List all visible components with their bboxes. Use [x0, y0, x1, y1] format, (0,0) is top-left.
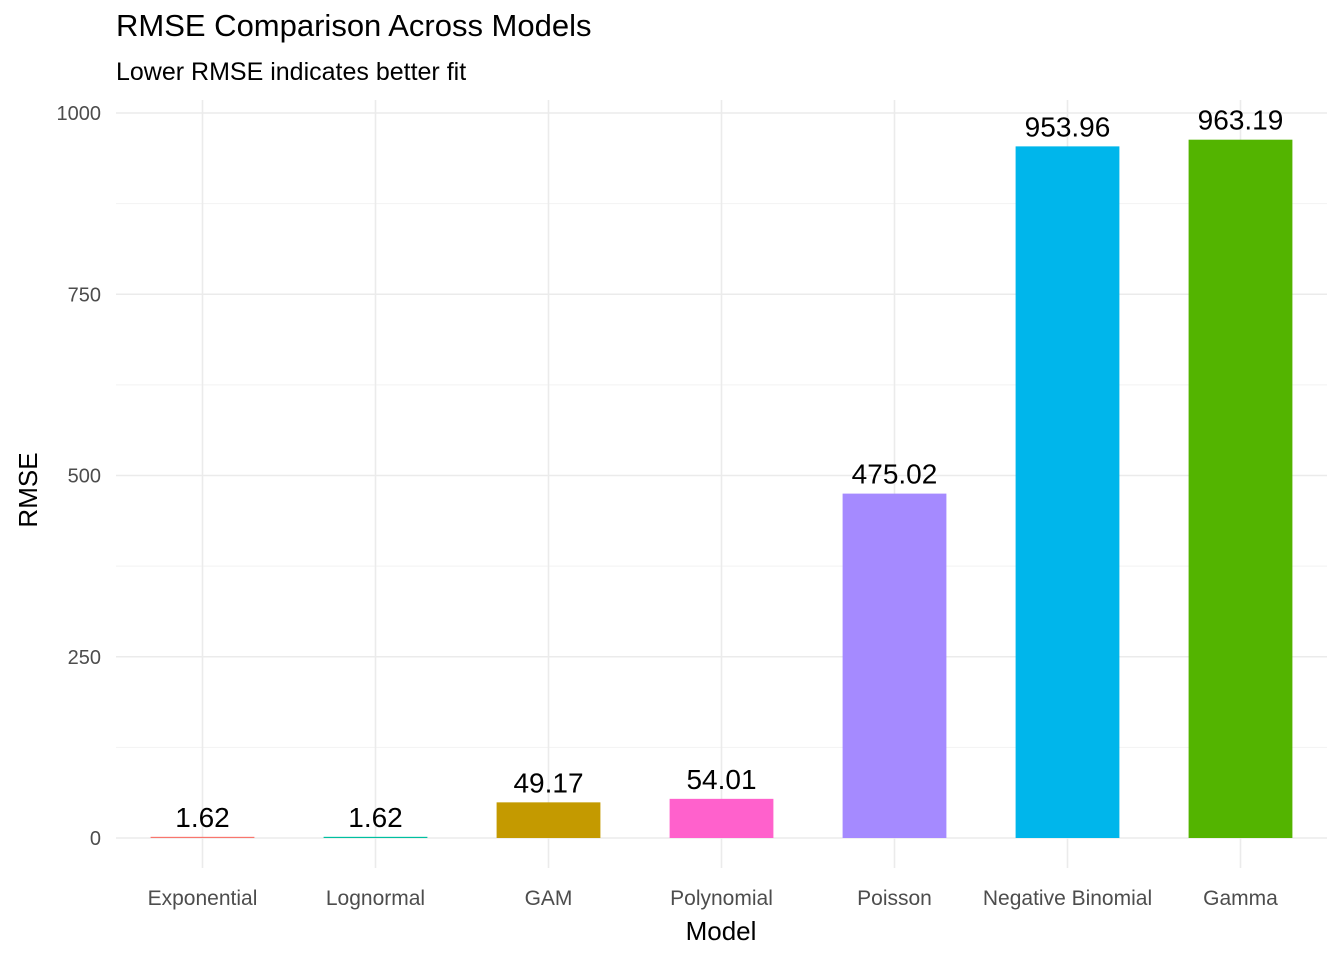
y-tick-label: 0: [90, 828, 101, 850]
x-tick-label: Lognormal: [326, 887, 425, 910]
chart-subtitle: Lower RMSE indicates better fit: [116, 58, 467, 86]
data-label: 963.19: [1198, 105, 1284, 136]
data-labels: 1.62 1.62 49.17 54.01 475.02 953.96 963.19: [175, 105, 1283, 833]
x-axis-ticks: Exponential Lognormal GAM Polynomial Poisson…: [148, 887, 1279, 910]
data-label: 953.96: [1025, 111, 1111, 142]
x-tick-label: Polynomial: [670, 887, 773, 910]
bar-gam: [496, 802, 601, 838]
bar-gamma: [1188, 139, 1293, 838]
x-tick-label: Poisson: [857, 887, 932, 910]
grid-lines: [116, 100, 1327, 868]
x-axis-title: Model: [686, 916, 757, 946]
y-tick-label: 1000: [57, 103, 102, 125]
data-label: 1.62: [348, 802, 403, 833]
data-label: 49.17: [513, 767, 583, 798]
x-tick-label: Exponential: [148, 887, 258, 910]
x-tick-label: GAM: [525, 887, 573, 910]
y-axis-title: RMSE: [13, 452, 43, 527]
bar-negative-binomial: [1015, 146, 1120, 838]
x-tick-label: Negative Binomial: [983, 887, 1152, 910]
bar-polynomial: [669, 798, 774, 838]
chart-title: RMSE Comparison Across Models: [116, 8, 592, 43]
bars: [150, 139, 1293, 838]
data-label: 475.02: [852, 459, 938, 490]
data-label: 1.62: [175, 802, 230, 833]
bar-exponential: [150, 836, 255, 838]
bar-poisson: [842, 493, 947, 838]
data-label: 54.01: [686, 764, 756, 795]
y-axis-ticks: 0 250 500 750 1000: [57, 103, 102, 850]
bar-lognormal: [323, 836, 428, 838]
y-tick-label: 750: [68, 284, 101, 306]
x-tick-label: Gamma: [1203, 887, 1278, 910]
y-tick-label: 500: [68, 466, 101, 488]
y-tick-label: 250: [68, 647, 101, 669]
